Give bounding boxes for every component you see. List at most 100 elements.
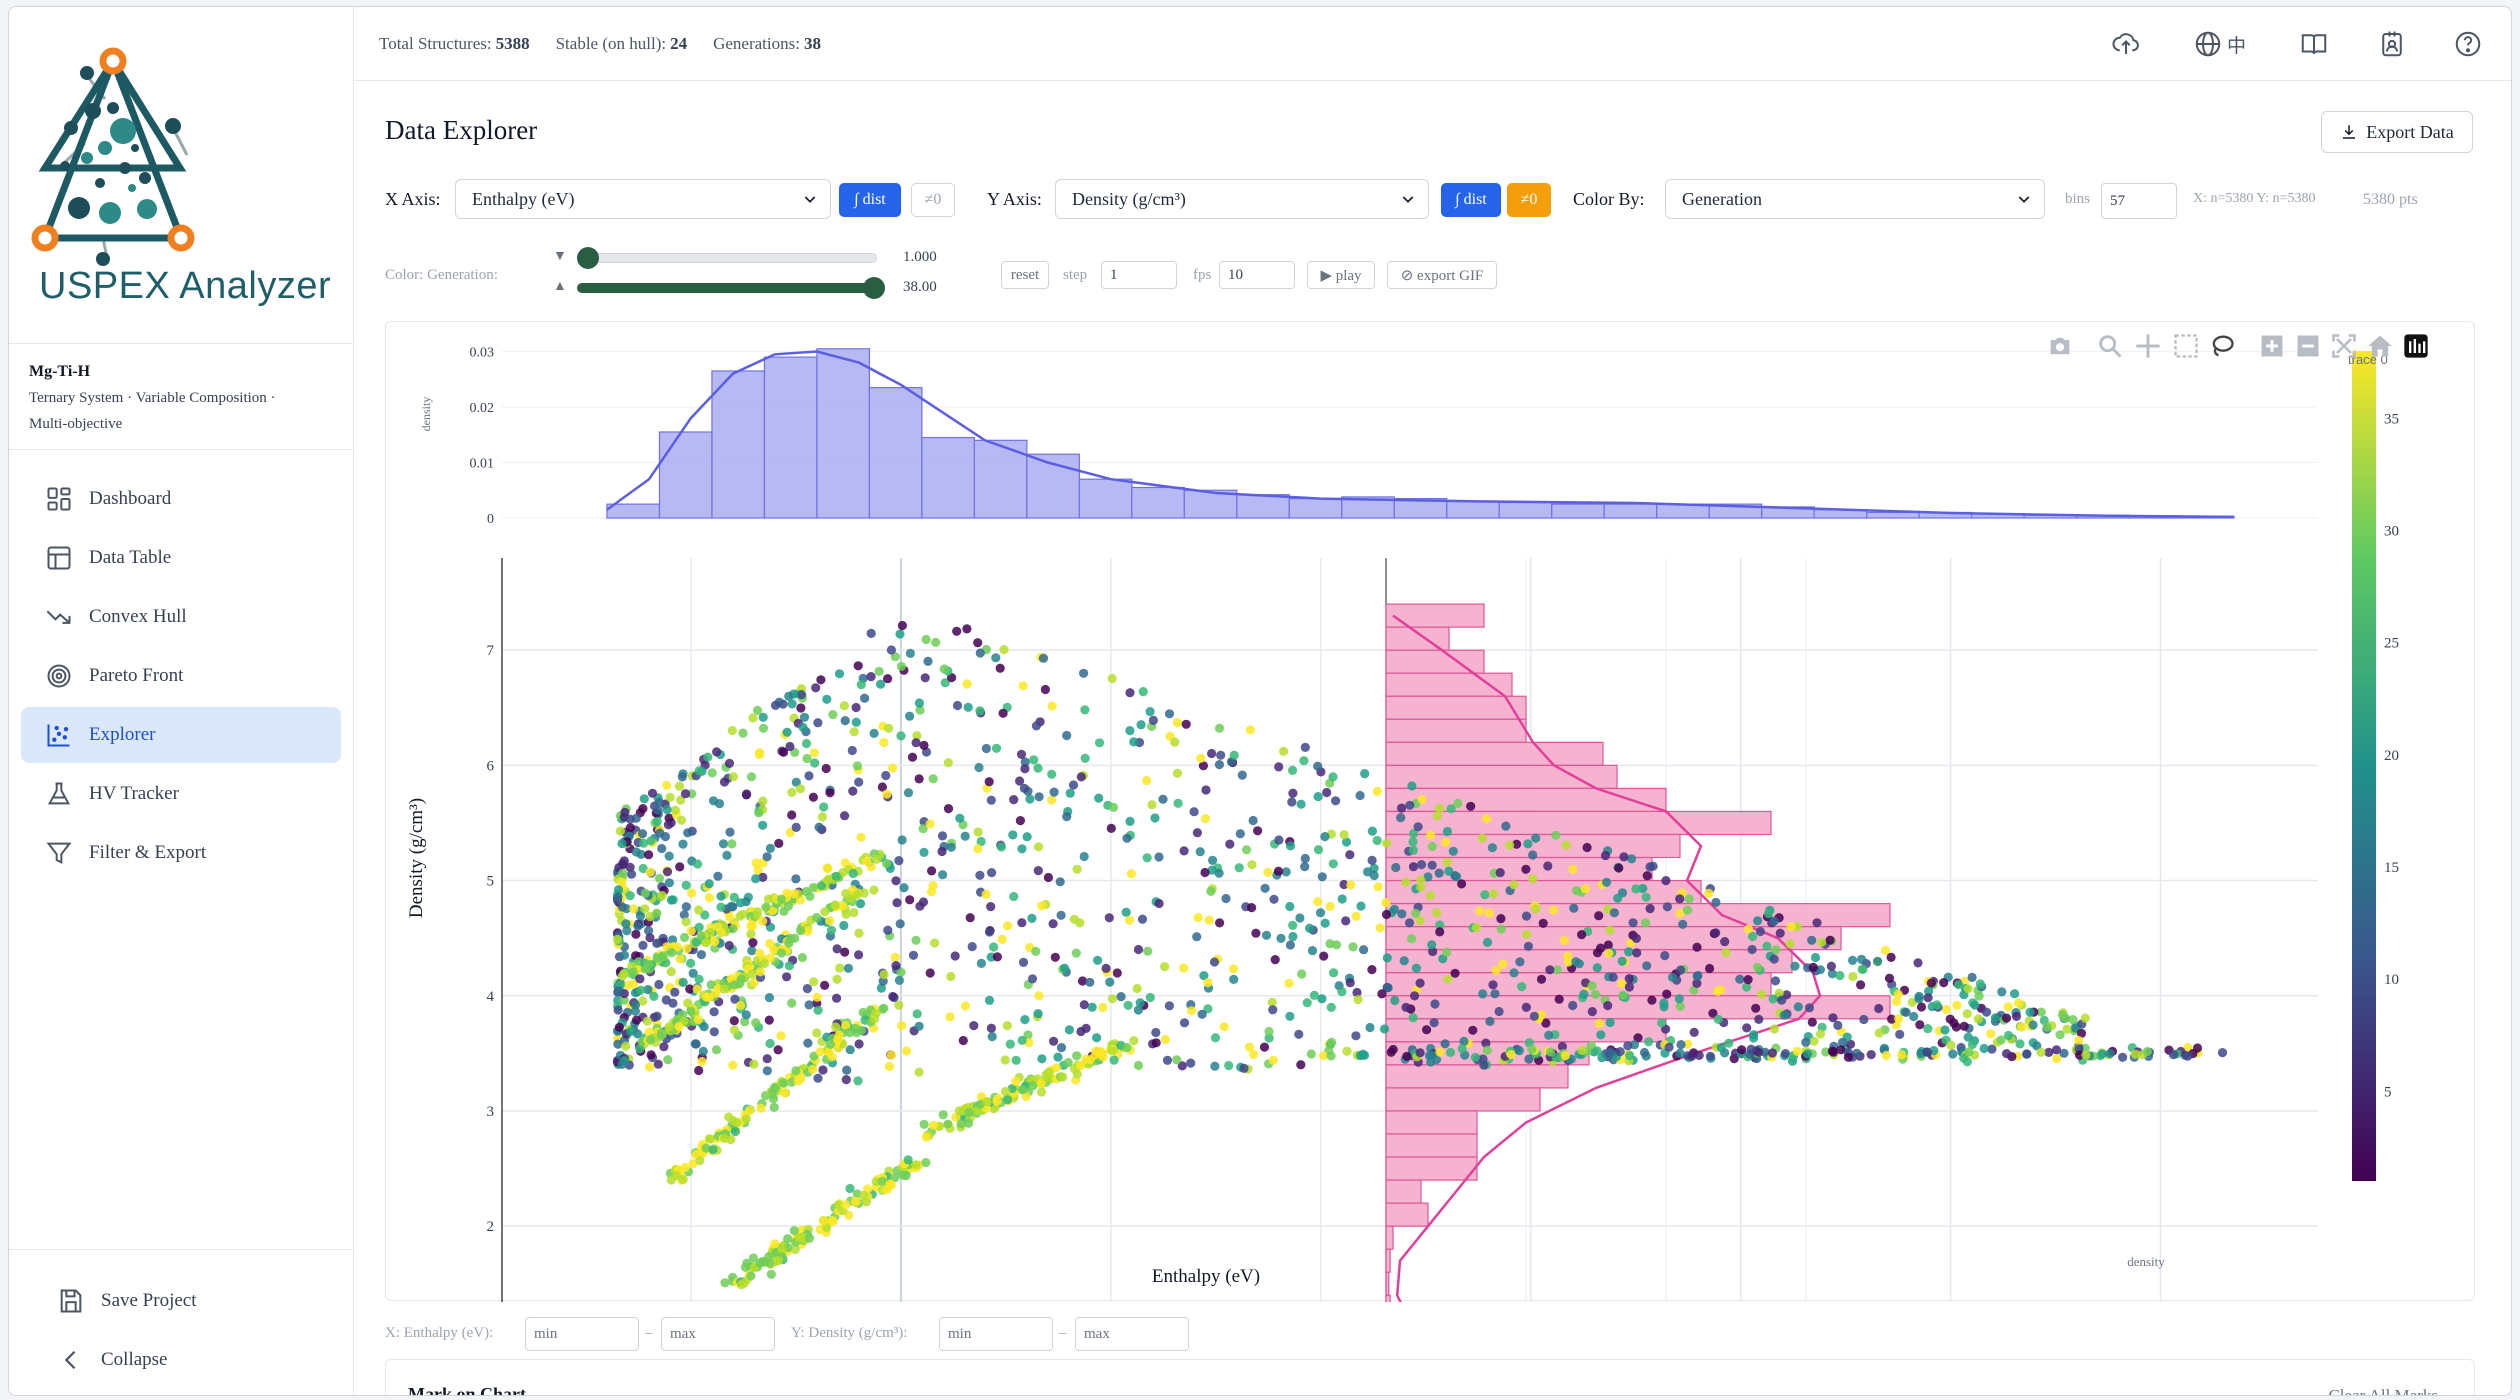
scatter-point xyxy=(856,680,866,690)
scatter-point xyxy=(640,888,650,898)
scatter-point xyxy=(1561,840,1571,850)
trend-down-icon xyxy=(46,610,71,624)
pan-icon[interactable] xyxy=(2134,332,2162,360)
right-hist-bar xyxy=(1385,1087,1541,1112)
book-icon[interactable] xyxy=(2299,29,2329,59)
slider-min-handle[interactable] xyxy=(577,247,599,269)
scatter-point xyxy=(638,863,648,874)
scatter-point xyxy=(982,1097,992,1107)
scatter-point xyxy=(1523,941,1533,951)
bins-input[interactable]: 57 xyxy=(2101,183,2177,219)
scatter-point xyxy=(729,1016,739,1026)
reset-button[interactable]: reset xyxy=(1001,261,1049,289)
scatter-point xyxy=(918,824,928,834)
x-nonzero-toggle[interactable]: ≠0 xyxy=(911,183,955,217)
export-data-button[interactable]: Export Data xyxy=(2321,111,2473,153)
y-dist-toggle[interactable]: ∫ dist xyxy=(1441,183,1501,217)
home-icon[interactable] xyxy=(2366,332,2394,360)
project-info: Mg-Ti-H Ternary System · Variable Compos… xyxy=(29,359,276,437)
x-dist-toggle[interactable]: ∫ dist xyxy=(839,183,901,217)
scatter-point xyxy=(1768,994,1778,1004)
slider-max-handle[interactable] xyxy=(863,277,885,299)
export-gif-button[interactable]: ⊘ export GIF xyxy=(1387,261,1497,289)
nav-explorer[interactable]: Explorer xyxy=(21,707,341,763)
scatter-chart[interactable]: 00.010.020.03 00.10.20.3 −20020406080100… xyxy=(386,322,2476,1302)
scatter-point xyxy=(809,977,819,987)
step-input[interactable]: 1 xyxy=(1101,261,1177,289)
scatter-point xyxy=(1382,953,1392,963)
fps-input[interactable]: 10 xyxy=(1219,261,1295,289)
nav-data-table[interactable]: Data Table xyxy=(21,530,341,586)
collapse-button[interactable]: Collapse xyxy=(33,1332,353,1388)
scatter-point xyxy=(664,878,674,888)
box-select-icon[interactable] xyxy=(2172,332,2200,360)
scatter-point xyxy=(621,1041,631,1051)
scatter-point xyxy=(1705,963,1715,974)
lasso-icon[interactable] xyxy=(2208,332,2236,360)
y-min-input[interactable]: min xyxy=(939,1317,1053,1351)
scatter-point xyxy=(769,1102,779,1112)
scatter-point xyxy=(969,1021,979,1031)
scatter-point xyxy=(1107,994,1117,1004)
scatter-point xyxy=(755,967,765,977)
slider-min-track[interactable] xyxy=(577,253,877,263)
scatter-point xyxy=(1367,826,1377,836)
colorbar-tick: 10 xyxy=(2384,972,2399,988)
scatter-point xyxy=(1081,1023,1091,1033)
scatter-point xyxy=(1133,1060,1144,1071)
play-button[interactable]: ▶ play xyxy=(1307,261,1375,289)
scatter-point xyxy=(672,942,682,952)
scatter-point xyxy=(2130,1049,2140,1059)
x-axis-select[interactable]: Enthalpy (eV) xyxy=(455,179,831,219)
badge-icon[interactable] xyxy=(2377,29,2407,59)
nav-convex-hull[interactable]: Convex Hull xyxy=(21,589,341,645)
y-max-input[interactable]: max xyxy=(1075,1317,1189,1351)
scatter-point xyxy=(2011,1011,2022,1022)
scatter-point xyxy=(674,781,685,791)
nav-hv-tracker[interactable]: HV Tracker xyxy=(21,766,341,822)
y-nonzero-toggle[interactable]: ≠0 xyxy=(1507,183,1551,217)
color-by-select[interactable]: Generation xyxy=(1665,179,2045,219)
scatter-point xyxy=(1402,1051,1412,1061)
plotly-logo-icon[interactable] xyxy=(2402,332,2430,360)
zoom-out-icon[interactable] xyxy=(2294,332,2322,360)
y-axis-value: Density (g/cm³) xyxy=(1072,188,1186,209)
scatter-point xyxy=(756,1103,766,1113)
scatter-point xyxy=(1228,964,1239,974)
scatter-point xyxy=(1154,852,1164,862)
scatter-point xyxy=(649,991,659,1002)
scatter-point xyxy=(675,862,685,872)
scatter-point xyxy=(1365,1022,1375,1033)
autoscale-icon[interactable] xyxy=(2330,332,2358,360)
nav-pareto-front[interactable]: Pareto Front xyxy=(21,648,341,704)
nav-filter-export[interactable]: Filter & Export xyxy=(21,825,341,881)
scatter-point xyxy=(1763,908,1774,919)
x-axis-label: X Axis: xyxy=(385,189,441,209)
zoom-in-icon[interactable] xyxy=(2258,332,2286,360)
scatter-point xyxy=(679,910,689,920)
save-project-button[interactable]: Save Project xyxy=(33,1273,353,1329)
scatter-point xyxy=(919,847,929,858)
slider-max-track[interactable] xyxy=(577,283,877,293)
zoom-icon[interactable] xyxy=(2096,332,2124,360)
x-min-input[interactable]: min xyxy=(525,1317,639,1351)
help-icon[interactable] xyxy=(2453,29,2483,59)
y-axis-select[interactable]: Density (g/cm³) xyxy=(1055,179,1429,219)
scatter-point xyxy=(1809,1036,1819,1046)
scatter-point xyxy=(1560,1050,1571,1061)
language-toggle[interactable]: 中 xyxy=(2227,35,2247,57)
scatter-point xyxy=(1137,914,1148,924)
x-max-input[interactable]: max xyxy=(661,1317,775,1351)
scatter-point xyxy=(642,1016,652,1026)
upload-icon[interactable] xyxy=(2111,29,2141,59)
clear-marks-button[interactable]: Clear All Marks xyxy=(2328,1386,2438,1396)
scatter-point xyxy=(1615,1047,1625,1057)
nav-dashboard[interactable]: Dashboard xyxy=(21,471,341,527)
scatter-point xyxy=(1716,1043,1726,1053)
camera-icon[interactable] xyxy=(2046,332,2074,360)
scatter-point xyxy=(854,950,864,960)
scatter-point xyxy=(876,679,886,689)
scatter-point xyxy=(1417,794,1427,805)
scatter-point xyxy=(784,961,794,971)
globe-icon[interactable] xyxy=(2193,29,2223,59)
